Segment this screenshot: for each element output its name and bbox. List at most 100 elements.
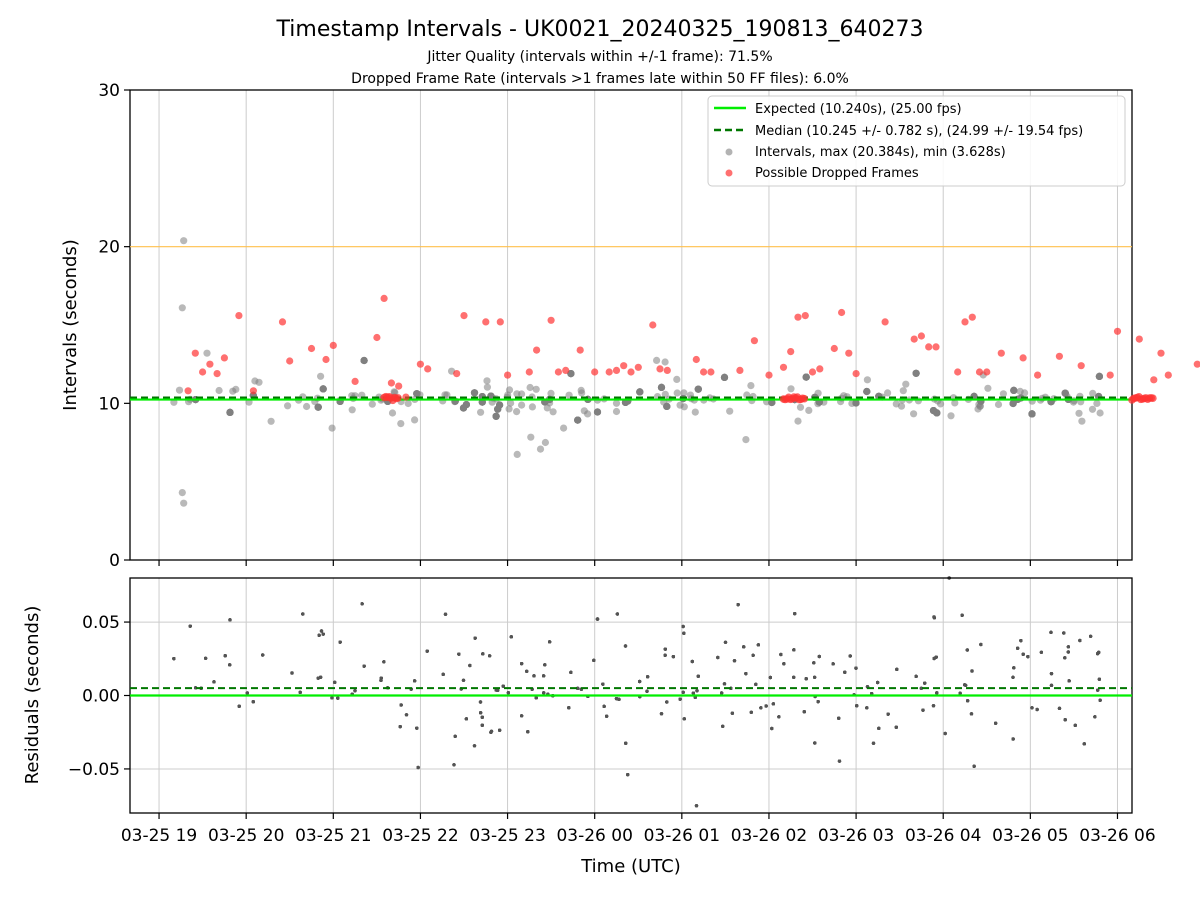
interval-point [676, 401, 684, 409]
interval-point [691, 408, 699, 416]
interval-point [413, 390, 421, 398]
interval-point [852, 399, 860, 407]
dropped-frame-point [910, 335, 918, 343]
residual-point [605, 714, 609, 718]
x-tick-label-9: 03-26 04 [905, 826, 981, 846]
dropped-frame-point [402, 393, 410, 401]
dropped-frame-point [663, 366, 671, 374]
dropped-frame-point [925, 343, 933, 351]
residual-point [837, 716, 841, 720]
interval-point [547, 389, 555, 397]
interval-point [653, 356, 661, 364]
residuals-y-axis: −0.05 0.00 0.05 [68, 613, 130, 780]
dropped-frame-point [1077, 362, 1085, 370]
dropped-frame-point [453, 370, 461, 378]
residual-point [615, 612, 620, 616]
dropped-frame-points [184, 294, 1200, 405]
dropped-frame-point [612, 366, 621, 374]
residual-point [509, 635, 513, 639]
interval-point [1016, 387, 1024, 395]
residual-point [1063, 718, 1067, 722]
dropped-frame-point [1157, 349, 1165, 357]
dropped-frame-point [394, 394, 402, 402]
interval-point [1096, 409, 1104, 417]
interval-point [348, 406, 356, 414]
residual-point [994, 721, 998, 725]
interval-point-max [180, 237, 188, 245]
residual-point [695, 689, 699, 693]
residual-point [542, 674, 546, 678]
x-tick-label-5: 03-26 00 [556, 826, 632, 846]
legend-box [707, 95, 1126, 187]
residual-point [1049, 683, 1054, 688]
interval-point [951, 399, 959, 407]
dropped-frame-point [249, 387, 257, 395]
residual-point [245, 691, 249, 695]
interval-point [518, 401, 526, 409]
dropped-frame-point [562, 366, 570, 374]
interval-point [532, 385, 540, 393]
dropped-frame-point [975, 368, 984, 376]
residual-point [1030, 706, 1034, 710]
residual-point [1026, 655, 1030, 659]
residual-point [617, 697, 621, 702]
dropped-frame-point [961, 318, 969, 326]
residual-point [1049, 630, 1053, 635]
dropped-frame-point [387, 379, 395, 387]
interval-point [328, 424, 336, 432]
interval-point [994, 400, 1003, 409]
interval-point [1095, 372, 1103, 380]
residual-point [804, 677, 808, 681]
residual-point [921, 708, 925, 712]
interval-point [404, 399, 412, 408]
dropped-frame-point [765, 371, 773, 379]
interval-point [694, 385, 702, 393]
residual-point [399, 703, 403, 707]
legend-intervals-swatch [725, 148, 733, 156]
residual-point [457, 652, 461, 656]
residual-point [768, 675, 773, 680]
dropped-frame-point [416, 360, 424, 368]
residual-point [1067, 679, 1071, 683]
interval-point [477, 408, 485, 416]
interval-point [526, 383, 534, 392]
residual-point [228, 663, 232, 667]
interval-point [796, 403, 805, 411]
interval-point [657, 383, 666, 391]
residual-point [855, 704, 859, 708]
residual-point [963, 683, 967, 687]
residual-point [934, 655, 938, 659]
residual-point [1011, 737, 1015, 741]
interval-point [1010, 386, 1018, 394]
interval-point [1089, 389, 1097, 397]
residual-point [736, 603, 740, 607]
dropped-frame-point [1106, 371, 1114, 379]
residual-point [682, 717, 686, 721]
interval-point [768, 398, 776, 407]
residual-point [1035, 707, 1039, 712]
interval-point [1061, 389, 1069, 397]
residual-point [532, 674, 536, 678]
residual-point [1062, 631, 1066, 635]
residual-point [923, 681, 927, 685]
residual-point [1011, 675, 1015, 679]
residual-point [638, 679, 642, 684]
residual-point [360, 602, 364, 606]
dropped-frame-point [750, 337, 759, 345]
residual-point [817, 654, 821, 659]
interval-point [912, 369, 920, 377]
interval-point [513, 408, 521, 416]
interval-point [411, 416, 419, 424]
interval-point [226, 408, 234, 416]
interval-point [892, 400, 900, 408]
residual-point [461, 678, 466, 682]
residual-point [682, 631, 686, 635]
residual-point [694, 804, 699, 808]
residuals-y-tick-label-2: 0.05 [82, 613, 120, 633]
residual-point [751, 653, 755, 657]
residual-point [480, 715, 484, 719]
interval-point [574, 416, 582, 424]
interval-point [527, 433, 535, 441]
residual-point [595, 617, 600, 621]
dropped-frame-point [794, 313, 802, 321]
